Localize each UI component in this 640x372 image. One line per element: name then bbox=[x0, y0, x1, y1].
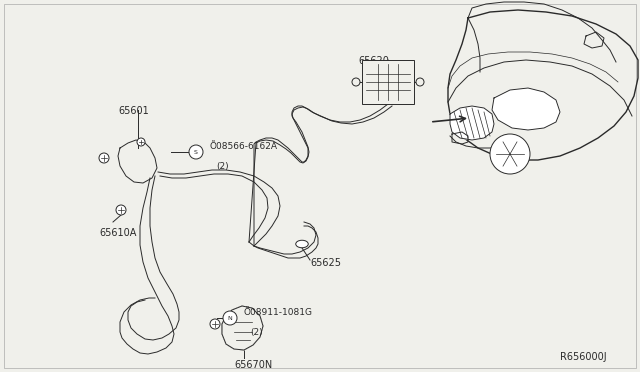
Circle shape bbox=[352, 78, 360, 86]
Text: 65670N: 65670N bbox=[234, 360, 272, 370]
Circle shape bbox=[223, 311, 237, 325]
Text: (2): (2) bbox=[250, 328, 262, 337]
Circle shape bbox=[189, 145, 203, 159]
Polygon shape bbox=[492, 88, 560, 130]
Polygon shape bbox=[222, 306, 263, 350]
Circle shape bbox=[99, 153, 109, 163]
Text: R656000J: R656000J bbox=[560, 352, 607, 362]
Bar bbox=[362, 60, 414, 104]
Text: S: S bbox=[194, 150, 198, 154]
Text: 65610A: 65610A bbox=[99, 228, 136, 238]
Text: 65625: 65625 bbox=[310, 258, 341, 268]
Text: Õ08911-1081G: Õ08911-1081G bbox=[243, 308, 312, 317]
Text: Õ08566-6162A: Õ08566-6162A bbox=[209, 142, 277, 151]
Circle shape bbox=[490, 134, 530, 174]
Text: 65620: 65620 bbox=[358, 56, 389, 66]
Circle shape bbox=[116, 205, 126, 215]
Polygon shape bbox=[450, 106, 494, 140]
Circle shape bbox=[416, 78, 424, 86]
Text: (2): (2) bbox=[216, 162, 228, 171]
Circle shape bbox=[210, 319, 220, 329]
Ellipse shape bbox=[296, 240, 308, 248]
Text: N: N bbox=[228, 315, 232, 321]
Text: 65601: 65601 bbox=[118, 106, 148, 116]
Circle shape bbox=[137, 138, 145, 146]
